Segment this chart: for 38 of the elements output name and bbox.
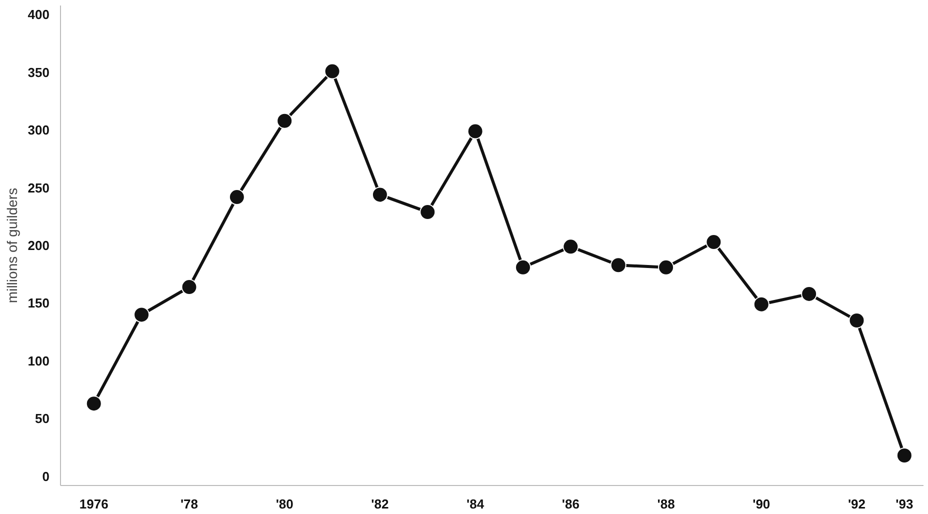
x-tick-label: '93 bbox=[896, 496, 914, 512]
x-tick-label: 1976 bbox=[79, 496, 108, 512]
point bbox=[276, 112, 293, 129]
x-tick-label: '84 bbox=[466, 496, 485, 512]
point bbox=[753, 296, 770, 312]
point bbox=[706, 234, 722, 250]
point bbox=[420, 204, 436, 220]
point bbox=[562, 238, 579, 255]
point bbox=[514, 259, 531, 276]
point bbox=[848, 312, 865, 328]
point bbox=[610, 257, 626, 274]
point bbox=[896, 448, 912, 464]
point bbox=[372, 186, 388, 203]
y-tick-label: 300 bbox=[28, 122, 50, 138]
x-tick-label: '86 bbox=[562, 496, 580, 512]
y-tick-label: 0 bbox=[42, 468, 50, 484]
y-tick-label: 250 bbox=[28, 180, 50, 196]
point bbox=[658, 259, 674, 276]
y-axis-title: millions of guilders bbox=[4, 188, 20, 304]
y-tick-label: 400 bbox=[28, 7, 50, 22]
point bbox=[134, 306, 150, 323]
y-tick-label: 200 bbox=[28, 238, 50, 253]
x-tick-label: '80 bbox=[276, 496, 294, 512]
y-tick-label: 50 bbox=[35, 411, 50, 426]
x-tick-label: '82 bbox=[371, 496, 389, 512]
y-tick-label: 350 bbox=[28, 64, 50, 80]
x-tick-label: '78 bbox=[180, 496, 198, 512]
point bbox=[181, 279, 198, 296]
x-tick-label: '92 bbox=[848, 496, 866, 512]
y-tick-label: 150 bbox=[28, 296, 50, 311]
point bbox=[324, 63, 340, 80]
point bbox=[467, 123, 484, 140]
x-tick-label: '90 bbox=[752, 496, 770, 512]
x-tick-label: '88 bbox=[657, 496, 675, 512]
point bbox=[801, 286, 818, 302]
point bbox=[86, 396, 102, 412]
point bbox=[228, 189, 245, 206]
y-tick-label: 100 bbox=[28, 353, 50, 368]
